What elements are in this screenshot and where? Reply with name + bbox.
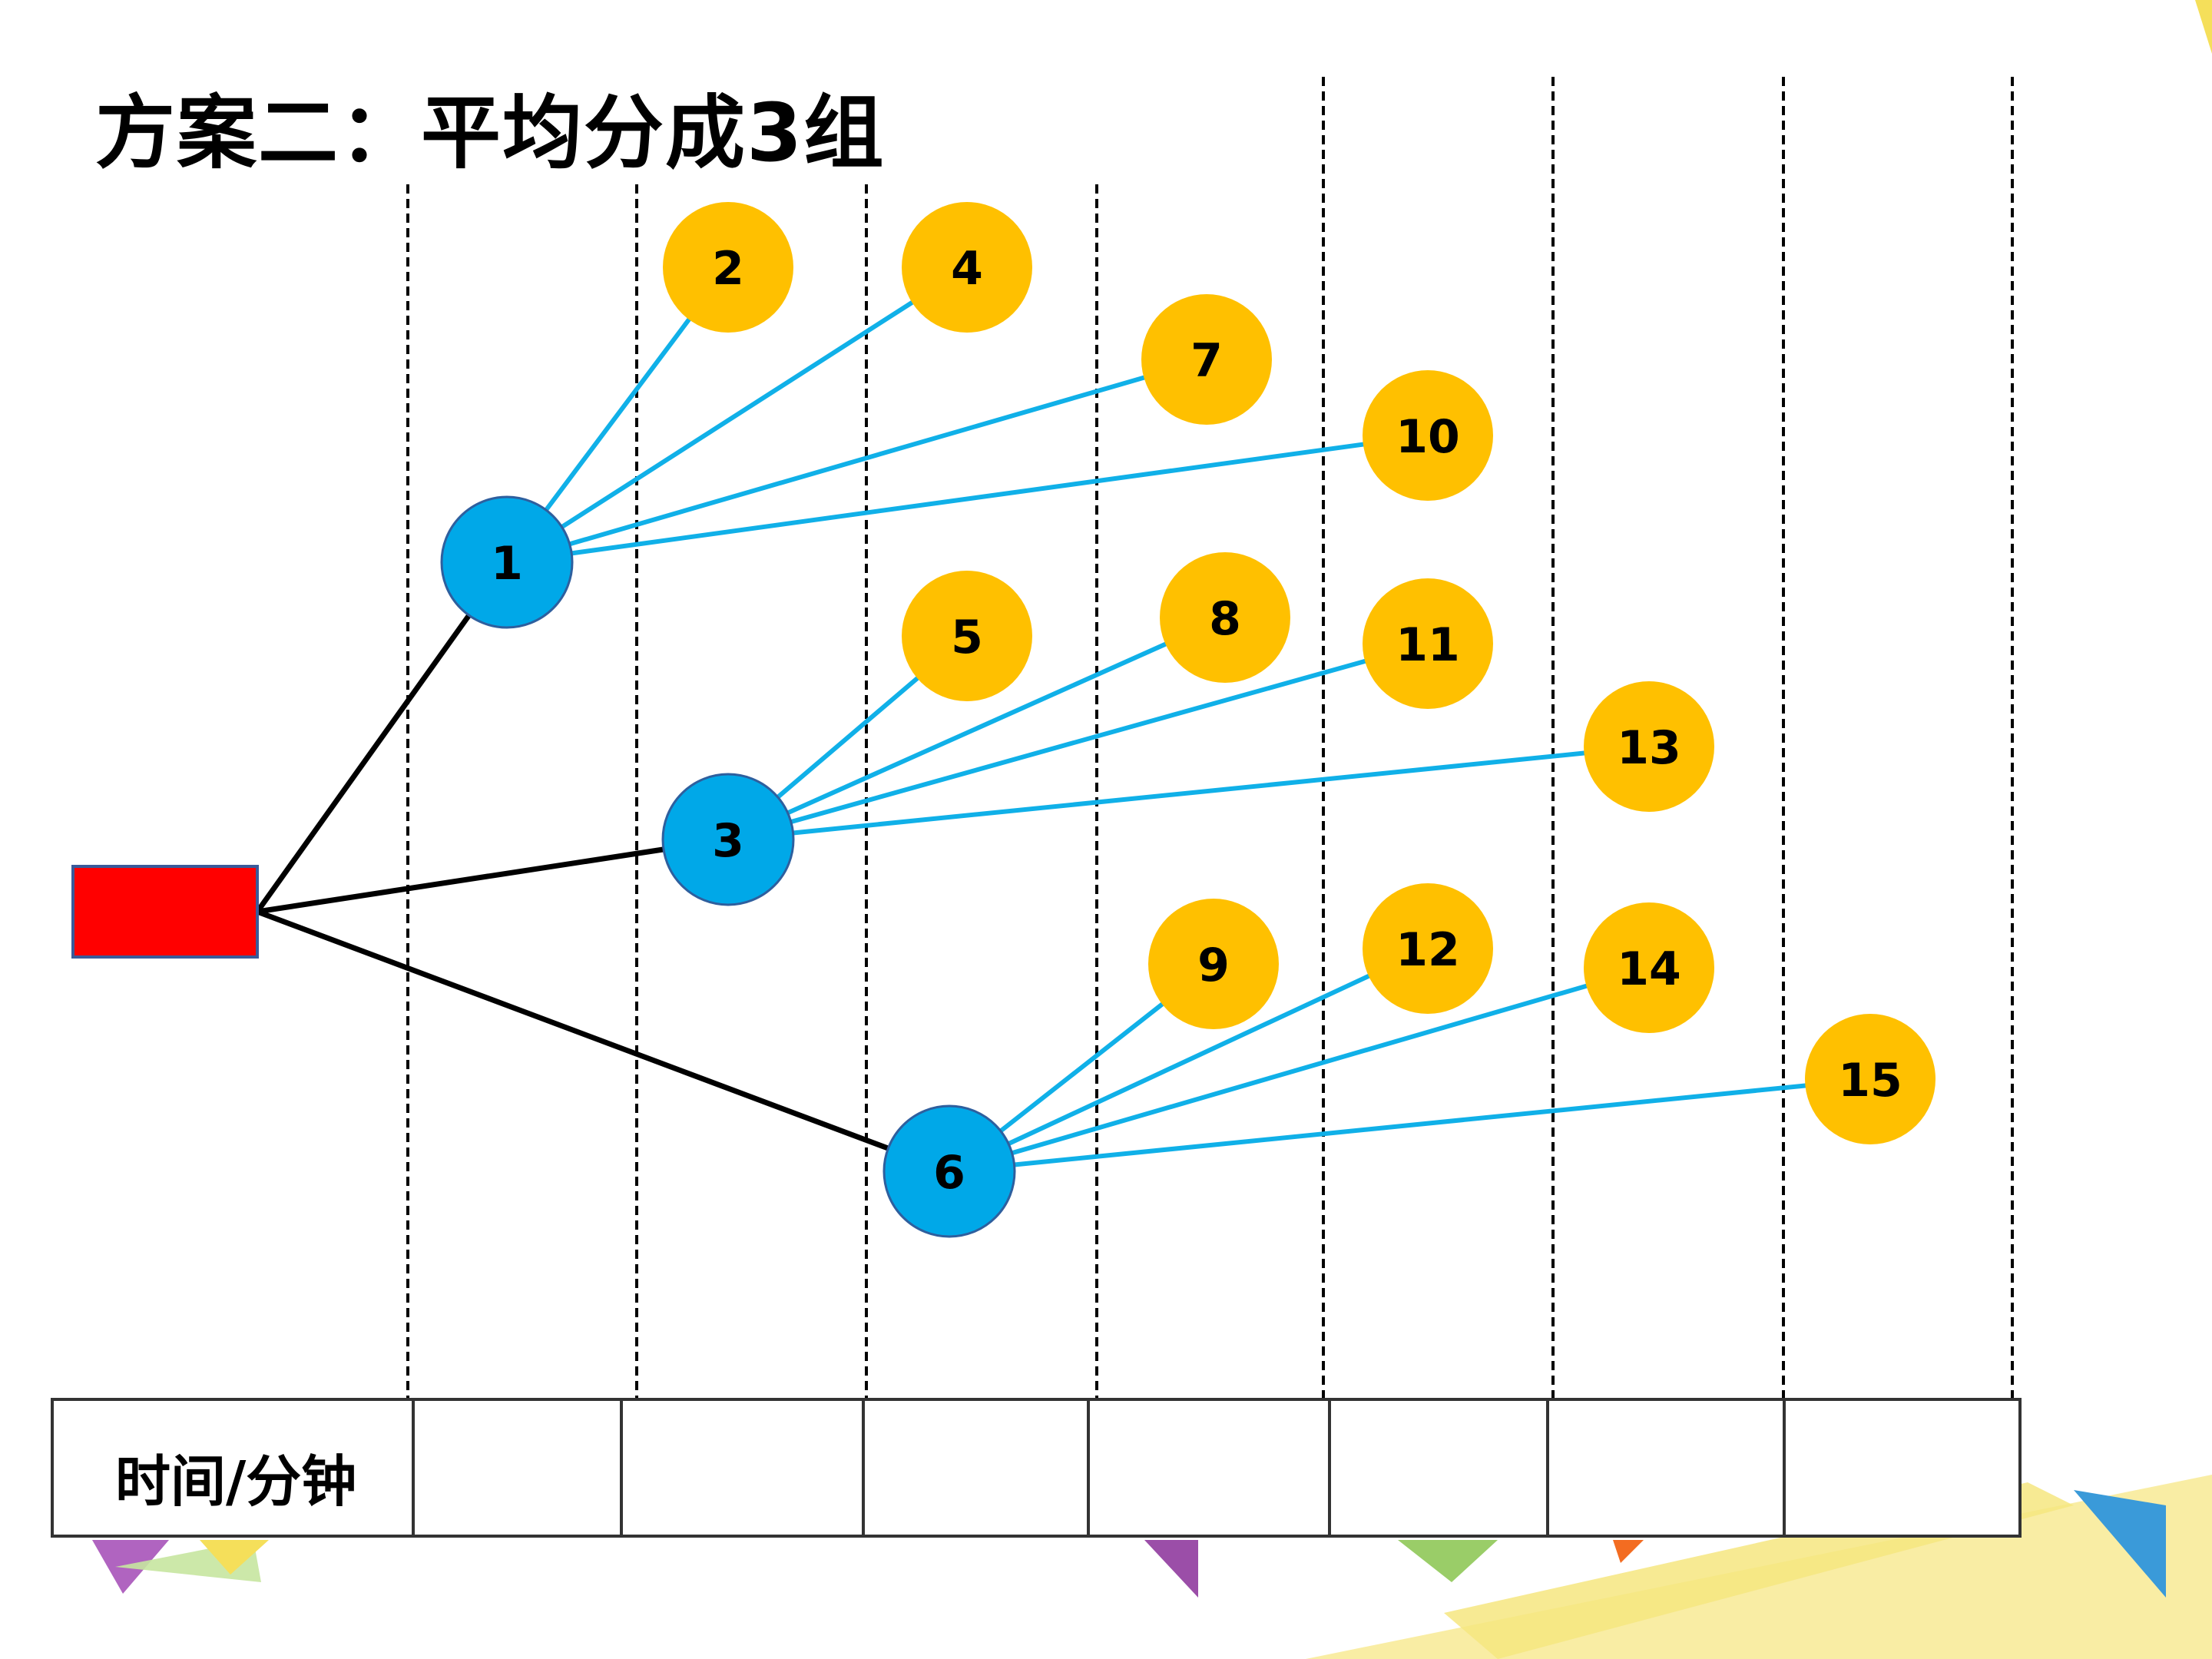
edge-1-to-4 — [554, 298, 917, 534]
deco-left-yellow — [200, 1540, 269, 1575]
node-3: 3 — [661, 773, 795, 906]
node-circle-6 — [882, 1104, 1016, 1238]
node-12: 12 — [1363, 883, 1493, 1014]
node-10: 10 — [1363, 370, 1493, 501]
node-label-11: 11 — [1396, 618, 1460, 672]
node-circle-9 — [1148, 899, 1279, 1029]
edge-6-to-12 — [1000, 972, 1373, 1150]
node-circle-14 — [1584, 902, 1714, 1033]
edge-3-to-8 — [780, 640, 1171, 819]
source-block — [71, 865, 259, 959]
edge-3-to-11 — [783, 657, 1369, 826]
node-6: 6 — [882, 1104, 1016, 1238]
node-circle-15 — [1805, 1014, 1936, 1144]
edge-1-to-7 — [561, 374, 1148, 549]
node-circle-8 — [1160, 552, 1290, 683]
node-9: 9 — [1148, 899, 1279, 1029]
time-grid-lines — [406, 77, 2014, 1398]
node-circle-12 — [1363, 883, 1493, 1014]
node-label-9: 9 — [1197, 939, 1230, 992]
node-circle-11 — [1363, 578, 1493, 709]
node-circle-5 — [902, 571, 1032, 701]
node-2: 2 — [663, 202, 793, 333]
edge-6-to-15 — [1006, 1082, 1810, 1168]
node-label-2: 2 — [712, 242, 744, 296]
edge-source-to-6 — [256, 909, 893, 1153]
deco-green-triangle — [1398, 1540, 1498, 1582]
node-circle-1 — [440, 495, 574, 629]
edge-1-to-10 — [563, 441, 1368, 557]
node-label-8: 8 — [1209, 592, 1241, 646]
edge-source-to-3 — [257, 846, 668, 915]
edges-layer — [255, 298, 1810, 1168]
edge-source-to-1 — [255, 611, 474, 914]
node-label-7: 7 — [1190, 334, 1223, 388]
edge-3-to-13 — [785, 750, 1588, 836]
time-minutes-label: 时间/分钟 — [115, 1449, 357, 1514]
node-circle-3 — [661, 773, 795, 906]
edge-6-to-9 — [993, 1000, 1167, 1138]
edge-1-to-2 — [539, 315, 694, 518]
node-8: 8 — [1160, 552, 1290, 683]
node-13: 13 — [1584, 681, 1714, 812]
node-15: 15 — [1805, 1014, 1936, 1144]
edge-6-to-14 — [1004, 982, 1591, 1157]
node-label-1: 1 — [491, 537, 523, 591]
deco-orange-triangle — [1613, 1540, 1644, 1563]
node-label-14: 14 — [1617, 942, 1681, 996]
node-label-5: 5 — [951, 611, 983, 664]
node-4: 4 — [902, 202, 1032, 333]
edge-3-to-5 — [770, 674, 922, 804]
deco-purple-triangle — [1144, 1540, 1198, 1598]
node-circle-10 — [1363, 370, 1493, 501]
node-circle-4 — [902, 202, 1032, 333]
node-circle-7 — [1141, 294, 1272, 425]
node-label-15: 15 — [1838, 1054, 1902, 1108]
page-title: 方案二：平均分成3组 — [95, 86, 886, 180]
node-7: 7 — [1141, 294, 1272, 425]
node-circle-2 — [663, 202, 793, 333]
node-1: 1 — [440, 495, 574, 629]
node-label-3: 3 — [712, 814, 744, 868]
node-label-4: 4 — [951, 242, 983, 296]
node-label-6: 6 — [933, 1146, 965, 1200]
node-circle-13 — [1584, 681, 1714, 812]
time-table — [51, 1398, 2022, 1538]
deco-top-right-yellow — [2195, 0, 2212, 54]
node-label-13: 13 — [1617, 721, 1681, 775]
node-label-10: 10 — [1396, 410, 1460, 464]
node-5: 5 — [902, 571, 1032, 701]
time-table-frame — [51, 1398, 2022, 1538]
node-label-12: 12 — [1396, 923, 1460, 977]
node-14: 14 — [1584, 902, 1714, 1033]
deco-blue-triangle — [2074, 1490, 2166, 1598]
node-11: 11 — [1363, 578, 1493, 709]
